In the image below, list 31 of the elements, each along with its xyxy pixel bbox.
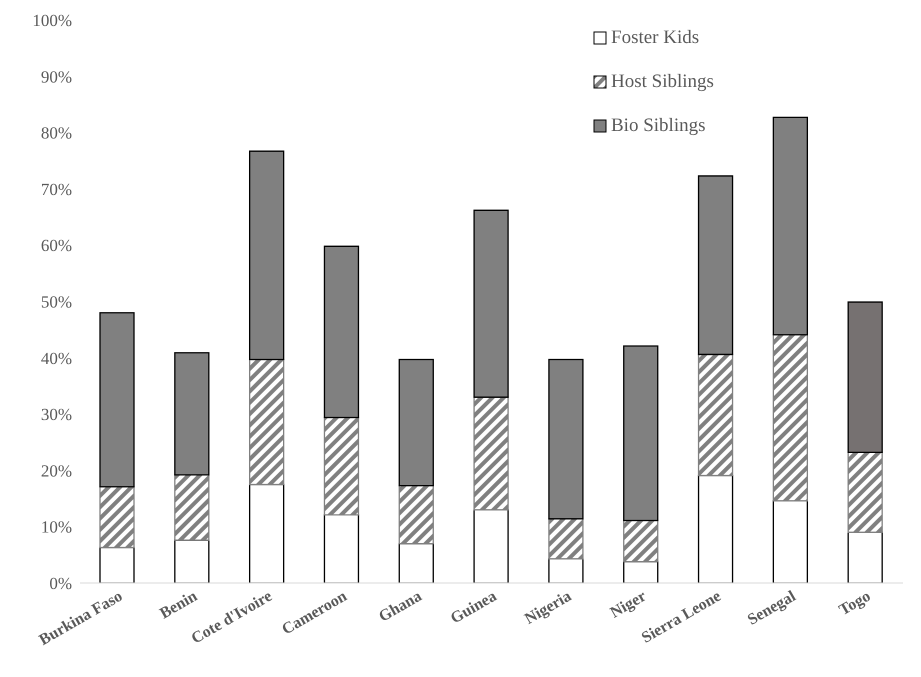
x-tick-label: Benin — [157, 588, 200, 622]
y-tick-label: 80% — [40, 124, 72, 143]
y-tick-label: 60% — [40, 236, 72, 256]
bar — [248, 484, 284, 583]
y-tick-label: 0% — [49, 574, 72, 594]
bar — [99, 546, 135, 583]
y-tick-label: 100% — [32, 11, 72, 30]
legend-label: Host Siblings — [611, 71, 714, 93]
bar — [174, 540, 210, 583]
x-tick-label: Togo — [836, 588, 874, 620]
legend-label: Bio Siblings — [611, 115, 706, 137]
bar — [398, 542, 434, 583]
y-tick-label: 30% — [40, 405, 72, 424]
bar — [848, 452, 883, 533]
y-tick-label: 40% — [40, 348, 72, 368]
y-tick-label: 20% — [40, 461, 72, 480]
bar — [324, 514, 360, 583]
legend-label: Foster Kids — [611, 27, 700, 49]
bar — [623, 560, 658, 583]
x-tick-label: Ghana — [376, 588, 425, 626]
y-tick-label: 90% — [40, 67, 72, 86]
bar — [848, 532, 883, 583]
bar — [772, 500, 808, 583]
bar — [473, 509, 509, 583]
x-tick-label: Niger — [608, 588, 650, 622]
bar — [548, 558, 584, 583]
y-tick-label: 10% — [40, 518, 72, 537]
bar — [698, 474, 734, 583]
y-tick-label: 50% — [40, 292, 72, 312]
y-tick-label: 70% — [40, 180, 72, 199]
bar — [848, 301, 883, 454]
